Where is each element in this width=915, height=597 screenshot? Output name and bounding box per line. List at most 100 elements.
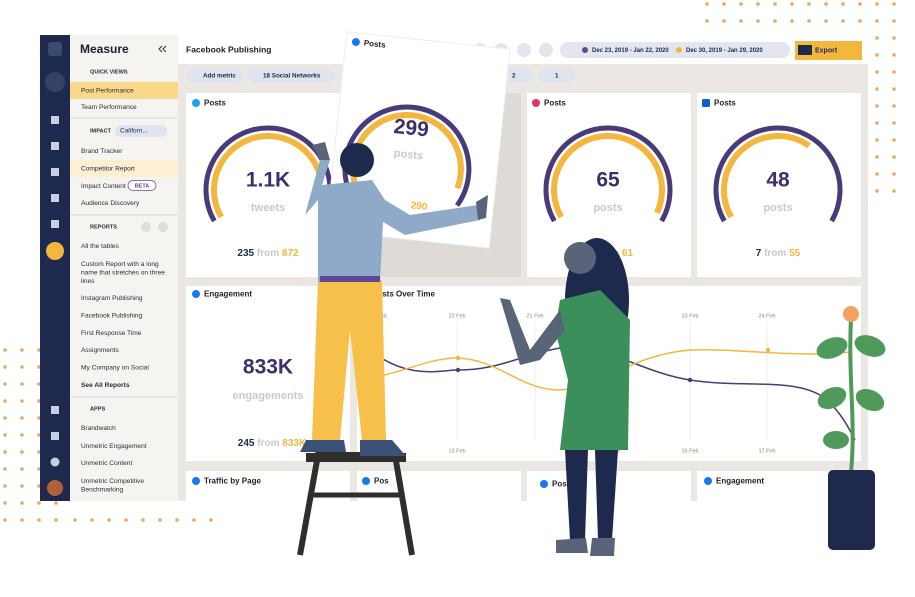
nav-item[interactable]: Instagram Publishing bbox=[81, 295, 143, 302]
dot bbox=[20, 416, 24, 420]
x-label: 23 Feb bbox=[681, 313, 698, 319]
nav-item[interactable]: Custom Report with a long bbox=[81, 261, 159, 268]
nav-item[interactable]: Brandwatch bbox=[81, 425, 116, 432]
nav-item[interactable]: Unmetric Engagement bbox=[81, 443, 147, 450]
add-button[interactable] bbox=[141, 222, 151, 232]
nav-item[interactable]: Post Performance bbox=[81, 87, 134, 94]
card-title: Posts bbox=[544, 99, 566, 108]
point bbox=[455, 355, 461, 361]
dot bbox=[892, 172, 896, 176]
metric-value: 65 bbox=[596, 169, 620, 192]
dot bbox=[892, 87, 896, 91]
nav-icon[interactable] bbox=[45, 72, 65, 92]
previous: 55 bbox=[789, 248, 801, 259]
metric-unit: posts bbox=[763, 202, 792, 214]
avatar[interactable] bbox=[47, 480, 63, 496]
icon-button[interactable] bbox=[539, 43, 553, 57]
pill-label: 1 bbox=[555, 73, 559, 80]
nav-item[interactable]: Audience Discovery bbox=[81, 200, 140, 207]
filter-pill[interactable] bbox=[115, 125, 167, 137]
nav-item[interactable]: Unmetric Competitive bbox=[81, 478, 144, 485]
dot bbox=[20, 348, 24, 352]
collapse-icon[interactable] bbox=[162, 45, 167, 53]
x-label: 24 Feb bbox=[758, 313, 775, 319]
leaf bbox=[854, 335, 886, 357]
leaf bbox=[855, 388, 885, 412]
pill-label: 18 Social Networks bbox=[263, 73, 321, 80]
date-dot bbox=[676, 47, 682, 53]
section-title: IMPACT bbox=[90, 128, 112, 134]
nav-item[interactable]: First Response Time bbox=[81, 330, 142, 337]
pill[interactable] bbox=[247, 68, 335, 83]
date-picker[interactable] bbox=[560, 42, 790, 58]
nav-icon-active[interactable] bbox=[46, 242, 64, 260]
nav-icon[interactable] bbox=[51, 194, 59, 202]
nav-item[interactable]: name that stretches on three bbox=[81, 269, 165, 276]
dot bbox=[37, 348, 41, 352]
nav-item[interactable]: Team Performance bbox=[81, 104, 137, 111]
dot bbox=[37, 518, 41, 522]
page-title: Facebook Publishing bbox=[186, 44, 271, 54]
pill[interactable] bbox=[538, 68, 575, 83]
dot bbox=[3, 348, 7, 352]
link[interactable]: See All Reports bbox=[81, 382, 130, 389]
metric-change: 235 from 872 bbox=[237, 248, 299, 259]
sort-button[interactable] bbox=[158, 222, 168, 232]
dot bbox=[54, 518, 58, 522]
dot bbox=[3, 416, 7, 420]
nav-icon[interactable] bbox=[50, 457, 60, 467]
change: 7 bbox=[756, 248, 762, 259]
metric-unit: engagements bbox=[233, 390, 304, 402]
card-title: Engagement bbox=[204, 290, 252, 299]
nav-item[interactable]: Facebook Publishing bbox=[81, 312, 143, 319]
pill-label: 2 bbox=[512, 73, 516, 80]
leaf bbox=[823, 431, 849, 449]
nav-item[interactable]: Assignments bbox=[81, 347, 119, 354]
pill[interactable] bbox=[186, 68, 242, 83]
dot bbox=[875, 155, 879, 159]
nav-icon[interactable] bbox=[51, 142, 59, 150]
previous: 872 bbox=[282, 248, 299, 259]
dot bbox=[37, 484, 41, 488]
dot bbox=[807, 2, 811, 6]
nav-item[interactable]: My Company on Social bbox=[81, 364, 149, 371]
nav-item[interactable]: Impact Content bbox=[81, 183, 126, 190]
point bbox=[687, 377, 693, 383]
dot bbox=[20, 382, 24, 386]
icon-button[interactable] bbox=[517, 43, 531, 57]
nav-item[interactable]: All the tables bbox=[81, 243, 119, 250]
collapse-icon[interactable] bbox=[158, 45, 163, 53]
nav-item[interactable]: lines bbox=[81, 278, 95, 285]
metric-value: 833K bbox=[243, 356, 293, 379]
nav-item[interactable]: Competitor Report bbox=[81, 165, 135, 172]
dot bbox=[3, 382, 7, 386]
nav-item[interactable]: Benchmarking bbox=[81, 486, 123, 493]
dot bbox=[875, 19, 879, 23]
dot bbox=[20, 399, 24, 403]
nav-icon[interactable] bbox=[51, 432, 59, 440]
dot bbox=[705, 2, 709, 6]
nav-icon[interactable] bbox=[51, 116, 59, 124]
nav-item[interactable]: Unmetric Content bbox=[81, 460, 132, 467]
nav-item[interactable]: Brand Tracker bbox=[81, 148, 123, 155]
stem bbox=[848, 317, 855, 473]
previous: 290 bbox=[410, 200, 428, 213]
shoes bbox=[556, 538, 615, 556]
gauge-fill bbox=[551, 133, 665, 219]
badge-label: BETA bbox=[135, 183, 150, 189]
arm bbox=[500, 298, 565, 365]
previous: 833K bbox=[282, 438, 307, 449]
face bbox=[564, 242, 596, 274]
dot bbox=[3, 450, 7, 454]
dot bbox=[858, 19, 862, 23]
nav-icon[interactable] bbox=[51, 220, 59, 228]
section-title: APPS bbox=[90, 406, 106, 412]
metric-unit: posts bbox=[393, 147, 423, 162]
nav-icon[interactable] bbox=[51, 168, 59, 176]
dot bbox=[73, 518, 77, 522]
date-dot bbox=[582, 47, 588, 53]
nav-icon[interactable] bbox=[51, 406, 59, 414]
dot bbox=[37, 416, 41, 420]
from: from bbox=[257, 438, 279, 449]
